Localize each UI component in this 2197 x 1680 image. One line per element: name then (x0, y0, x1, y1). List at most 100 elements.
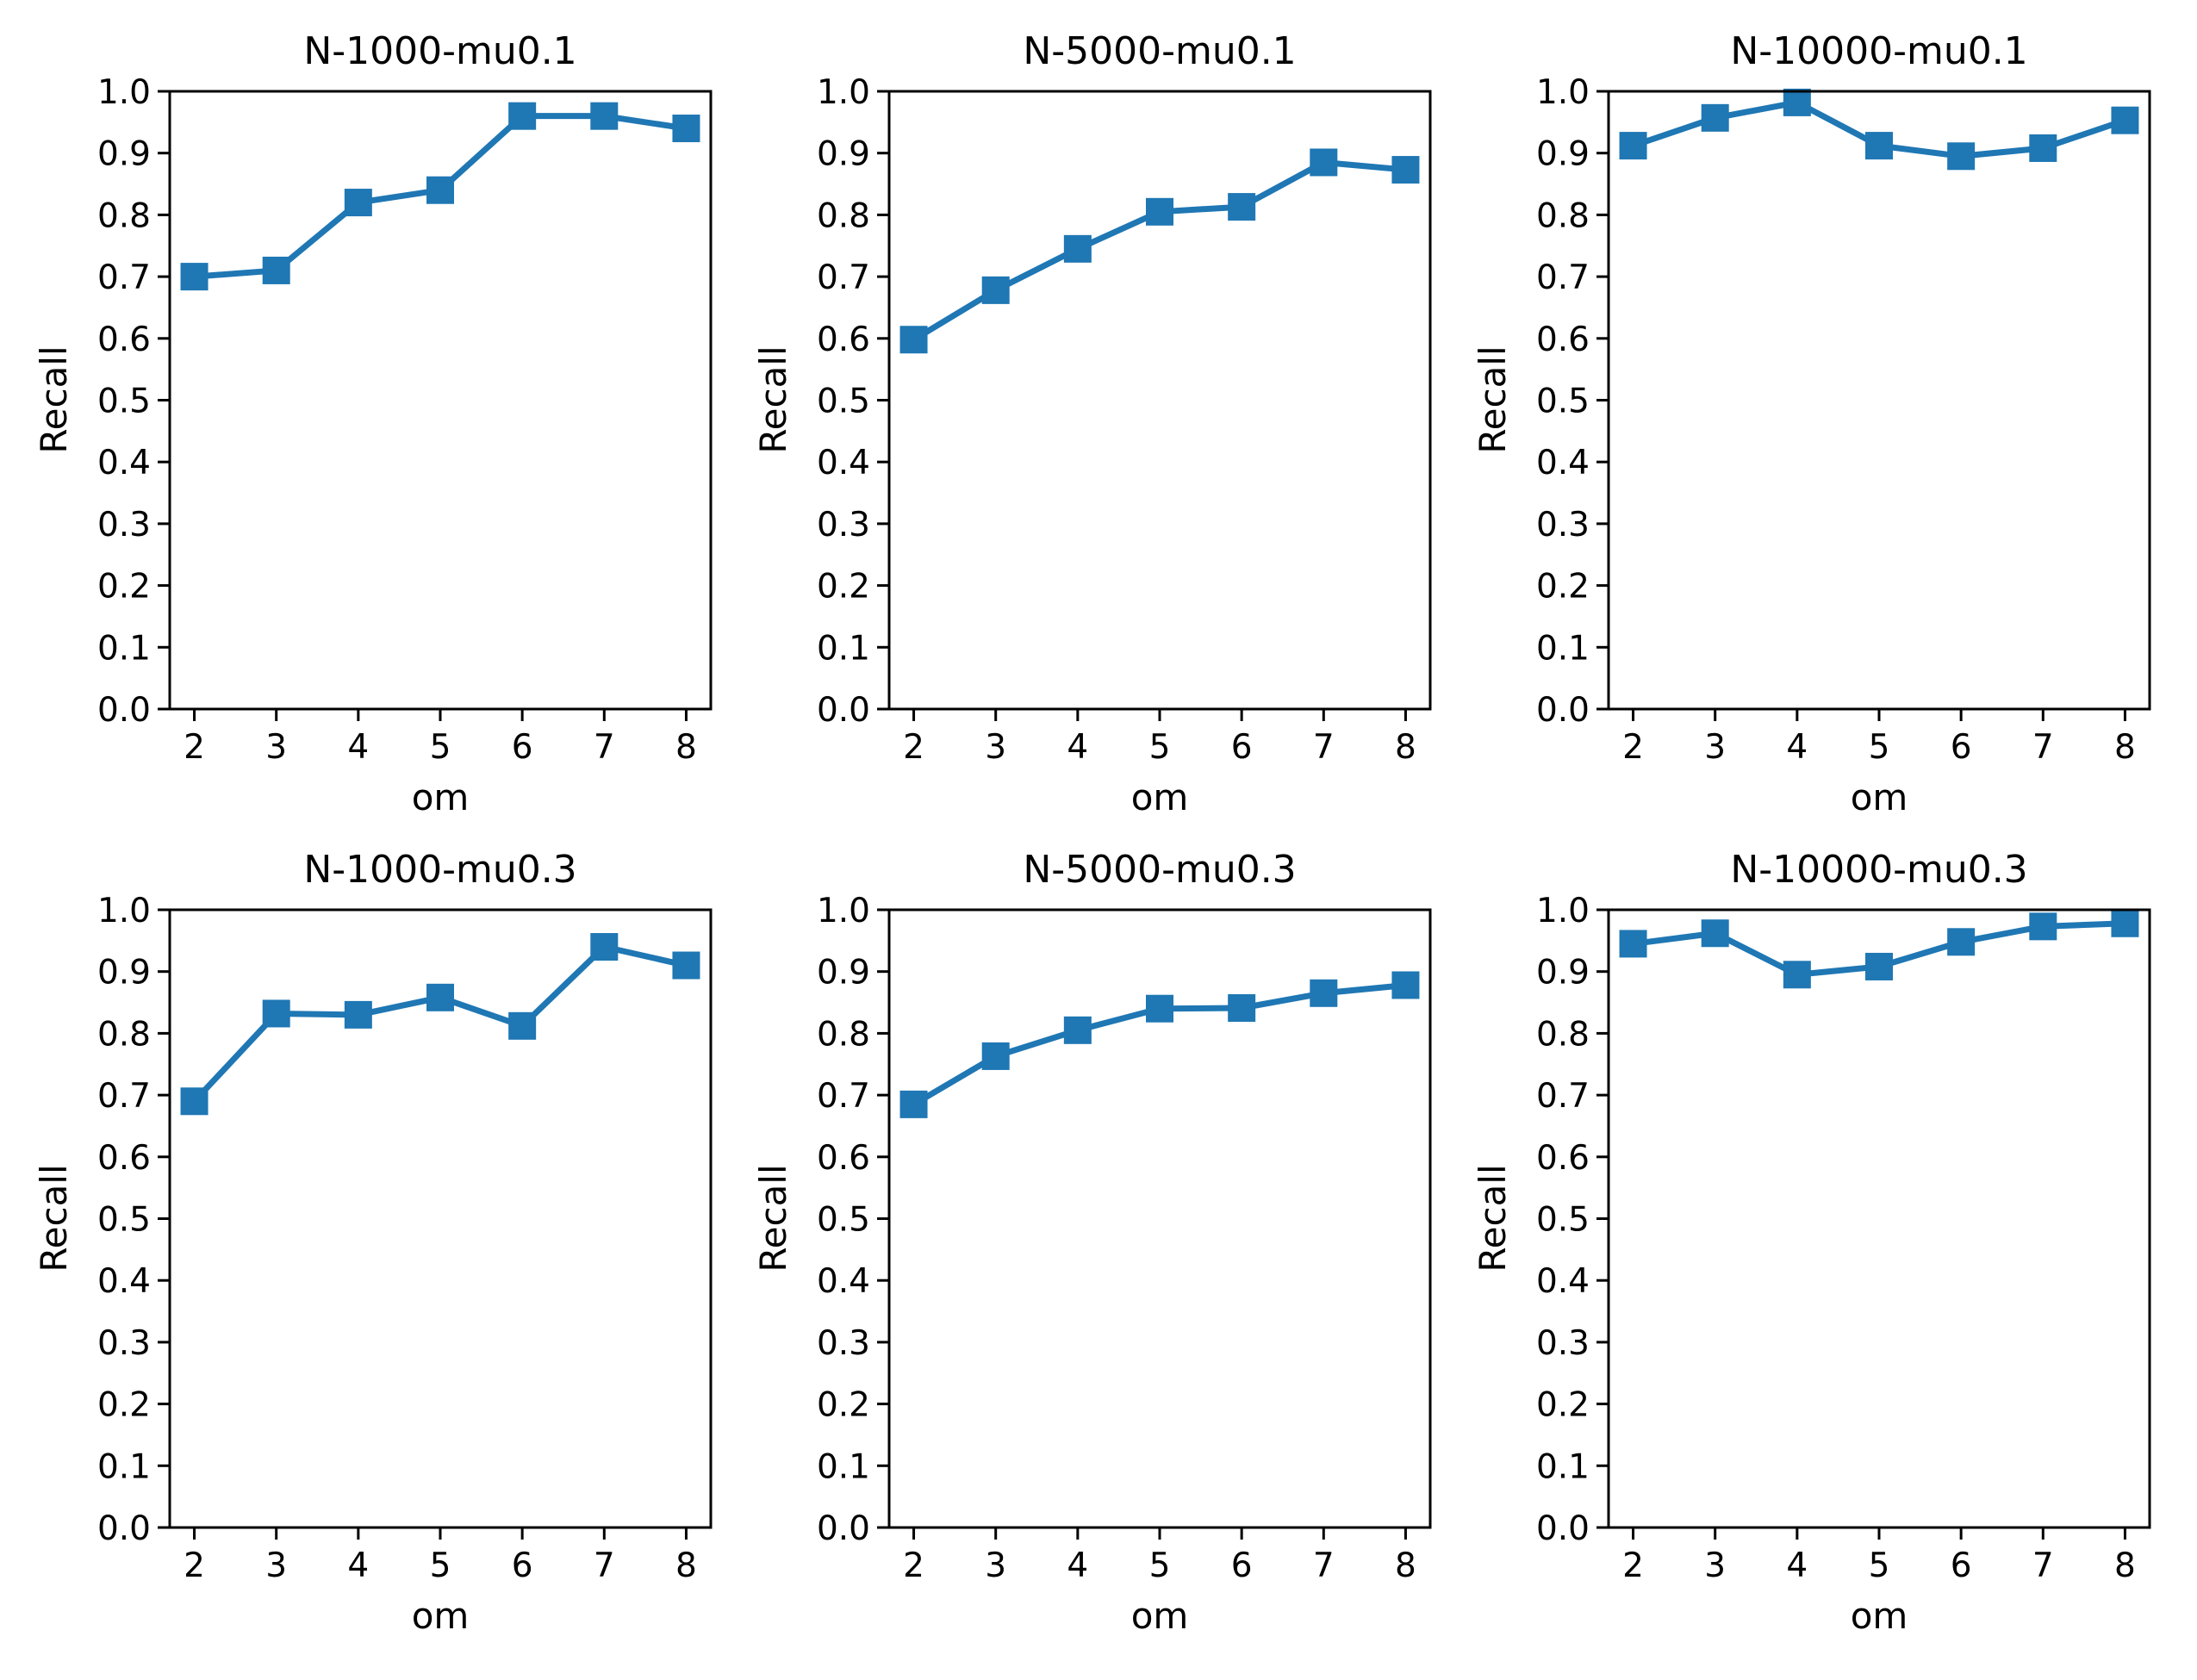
svg-text:6: 6 (1951, 1546, 1972, 1585)
svg-text:3: 3 (1704, 1546, 1726, 1585)
svg-text:0.0: 0.0 (97, 1509, 151, 1548)
svg-text:0.5: 0.5 (817, 383, 870, 421)
svg-text:0.4: 0.4 (97, 1262, 151, 1301)
svg-text:0.8: 0.8 (1536, 1015, 1590, 1054)
svg-text:0.9: 0.9 (97, 954, 151, 992)
svg-text:0.2: 0.2 (817, 568, 870, 607)
plot-area-n-5000-mu0.1: 0.0 0.1 0.2 0.3 0.4 0.5 0.6 0.7 0.8 0.9 1.0 2 3 4 5 6 7 8 (817, 73, 1432, 767)
svg-text:0.5: 0.5 (97, 1201, 151, 1240)
svg-text:0.8: 0.8 (817, 1015, 870, 1054)
subplot-title: N-10000-mu0.1 (1730, 29, 2028, 73)
svg-text:3: 3 (265, 728, 287, 767)
svg-text:6: 6 (512, 728, 533, 767)
svg-text:0.0: 0.0 (817, 691, 870, 730)
svg-text:2: 2 (903, 728, 924, 767)
svg-text:5: 5 (1869, 728, 1890, 767)
svg-text:7: 7 (2032, 1546, 2054, 1585)
svg-text:0.5: 0.5 (97, 383, 151, 421)
svg-text:7: 7 (1313, 728, 1335, 767)
subplot-n-5000-mu0.3: N-5000-mu0.3 Recall om 0.0 0.1 0.2 0.3 0.4 0.… (719, 818, 1478, 1680)
plot-area-n-1000-mu0.1: 0.0 0.1 0.2 0.3 0.4 0.5 0.6 0.7 0.8 0.9 1.0 2 3 4 5 6 7 8 (97, 73, 713, 767)
svg-text:0.8: 0.8 (97, 1015, 151, 1054)
svg-text:3: 3 (265, 1546, 287, 1585)
svg-text:0.3: 0.3 (97, 1324, 151, 1363)
subplot-title: N-10000-mu0.3 (1730, 848, 2028, 892)
subplot-n-5000-mu0.1: N-5000-mu0.1 Recall om 0.0 0.1 0.2 0.3 0.4 0.… (719, 0, 1478, 862)
svg-text:5: 5 (430, 1546, 451, 1585)
svg-text:0.9: 0.9 (817, 135, 870, 174)
svg-text:8: 8 (675, 728, 697, 767)
svg-text:0.3: 0.3 (1536, 506, 1590, 544)
svg-text:0.1: 0.1 (97, 629, 151, 668)
svg-text:0.7: 0.7 (1536, 258, 1590, 297)
svg-text:0.7: 0.7 (97, 1077, 151, 1116)
svg-text:0.2: 0.2 (97, 1386, 151, 1425)
svg-text:2: 2 (1622, 1546, 1644, 1585)
svg-text:0.8: 0.8 (1536, 196, 1590, 235)
svg-text:6: 6 (512, 1546, 533, 1585)
svg-text:0.7: 0.7 (1536, 1077, 1590, 1116)
svg-text:0.1: 0.1 (1536, 1447, 1590, 1486)
svg-text:0.4: 0.4 (817, 1262, 870, 1301)
svg-text:0.0: 0.0 (1536, 1509, 1590, 1548)
svg-text:0.3: 0.3 (817, 506, 870, 544)
svg-text:0.1: 0.1 (817, 629, 870, 668)
svg-text:5: 5 (430, 728, 451, 767)
svg-text:0.8: 0.8 (817, 196, 870, 235)
svg-text:6: 6 (1231, 1546, 1253, 1585)
svg-text:0.2: 0.2 (1536, 1386, 1590, 1425)
svg-text:0.1: 0.1 (817, 1447, 870, 1486)
subplot-title: N-5000-mu0.3 (1023, 848, 1297, 892)
svg-text:1.0: 1.0 (817, 892, 870, 930)
subplot-title: N-5000-mu0.1 (1023, 29, 1297, 73)
svg-text:0.4: 0.4 (817, 444, 870, 482)
svg-text:0.6: 0.6 (97, 320, 151, 359)
svg-text:4: 4 (347, 728, 369, 767)
svg-text:0.3: 0.3 (1536, 1324, 1590, 1363)
svg-text:7: 7 (594, 728, 615, 767)
svg-text:1.0: 1.0 (1536, 73, 1590, 112)
svg-text:4: 4 (1067, 1546, 1088, 1585)
svg-text:0.5: 0.5 (1536, 383, 1590, 421)
svg-text:0.7: 0.7 (97, 258, 151, 297)
svg-text:0.2: 0.2 (1536, 568, 1590, 607)
svg-text:4: 4 (1786, 728, 1808, 767)
svg-text:0.6: 0.6 (817, 320, 870, 359)
subplot-n-1000-mu0.3: N-1000-mu0.3 Recall om 0.0 0.1 0.2 0.3 0.4 0.… (0, 818, 758, 1680)
svg-text:0.0: 0.0 (97, 691, 151, 730)
x-axis-label: om (1130, 776, 1189, 818)
subplot-title: N-1000-mu0.3 (303, 848, 577, 892)
svg-text:0.6: 0.6 (1536, 1139, 1590, 1178)
svg-text:2: 2 (903, 1546, 924, 1585)
svg-text:1.0: 1.0 (97, 73, 151, 112)
svg-text:0.1: 0.1 (97, 1447, 151, 1486)
svg-text:4: 4 (1786, 1546, 1808, 1585)
svg-text:0.9: 0.9 (97, 135, 151, 174)
plot-area-n-1000-mu0.3: 0.0 0.1 0.2 0.3 0.4 0.5 0.6 0.7 0.8 0.9 1.0 2 3 4 5 6 7 8 (97, 892, 713, 1585)
svg-text:0.2: 0.2 (97, 568, 151, 607)
svg-text:0.6: 0.6 (1536, 320, 1590, 359)
svg-text:0.9: 0.9 (1536, 135, 1590, 174)
svg-text:0.8: 0.8 (97, 196, 151, 235)
x-axis-label: om (1850, 776, 1908, 818)
svg-text:5: 5 (1149, 728, 1171, 767)
svg-text:0.1: 0.1 (1536, 629, 1590, 668)
svg-text:1.0: 1.0 (817, 73, 870, 112)
svg-text:4: 4 (347, 1546, 369, 1585)
svg-text:2: 2 (184, 1546, 205, 1585)
svg-text:0.9: 0.9 (1536, 954, 1590, 992)
svg-text:8: 8 (2114, 1546, 2136, 1585)
svg-text:0.0: 0.0 (1536, 691, 1590, 730)
svg-text:0.3: 0.3 (817, 1324, 870, 1363)
x-axis-label: om (1130, 1595, 1189, 1637)
svg-text:0.7: 0.7 (817, 258, 870, 297)
svg-text:8: 8 (1395, 728, 1416, 767)
svg-text:6: 6 (1951, 728, 1972, 767)
svg-text:1.0: 1.0 (1536, 892, 1590, 930)
plot-area-n-10000-mu0.3: 0.0 0.1 0.2 0.3 0.4 0.5 0.6 0.7 0.8 0.9 1.0 2 3 4 5 6 7 8 (1536, 892, 2151, 1585)
svg-text:0.0: 0.0 (817, 1509, 870, 1548)
svg-text:0.5: 0.5 (1536, 1201, 1590, 1240)
svg-text:8: 8 (2114, 728, 2136, 767)
x-axis-label: om (411, 776, 470, 818)
